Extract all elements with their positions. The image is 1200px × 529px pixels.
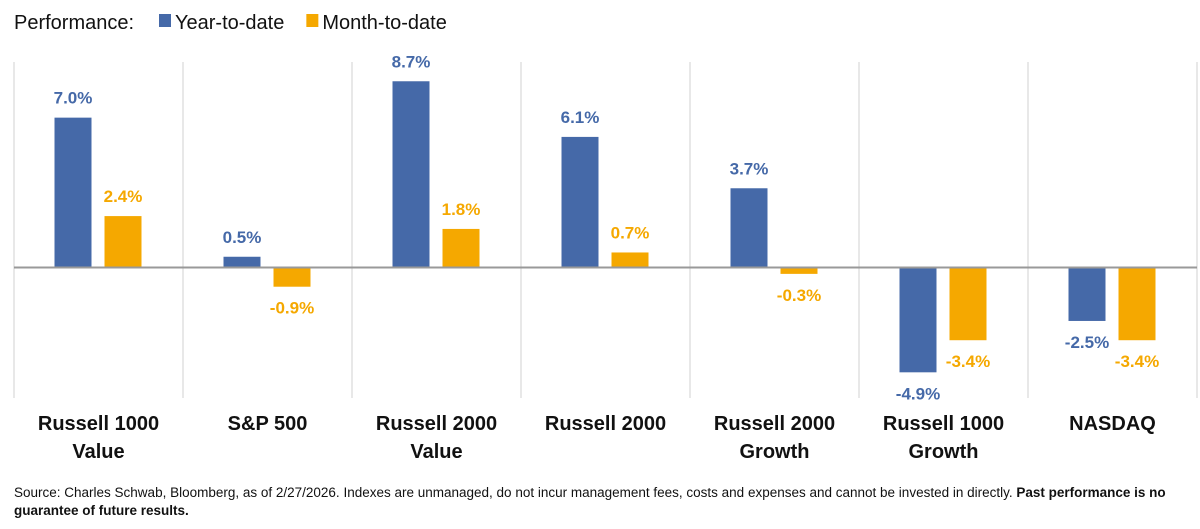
bar xyxy=(54,117,92,268)
legend-title: Performance: xyxy=(14,12,134,34)
value-label: 3.7% xyxy=(730,159,769,178)
x-tick-label: NASDAQ xyxy=(1069,413,1156,435)
x-tick-label: Russell 1000 Growth xyxy=(882,413,1005,463)
x-tick-label: Russell 2000 xyxy=(544,413,667,435)
value-label: 0.5% xyxy=(223,228,262,247)
bar xyxy=(273,267,311,287)
x-tick-label: Russell 2000 Value xyxy=(375,413,498,463)
value-label: -0.9% xyxy=(270,299,314,318)
bar xyxy=(1118,267,1156,341)
value-label: 8.7% xyxy=(392,52,431,71)
footnote-bold: Past performance is no guarantee of futu… xyxy=(14,485,1166,518)
bar xyxy=(104,216,142,268)
footnote: Source: Charles Schwab, Bloomberg, as of… xyxy=(14,484,1189,520)
value-label: 6.1% xyxy=(561,108,600,127)
bar xyxy=(899,267,937,373)
value-label: -3.4% xyxy=(1115,352,1159,371)
bar xyxy=(949,267,987,341)
value-label: -2.5% xyxy=(1065,333,1109,352)
legend-label: Month-to-date xyxy=(322,12,447,34)
value-label: -3.4% xyxy=(946,352,990,371)
value-label: -4.9% xyxy=(896,384,940,403)
footnote-text: Source: Charles Schwab, Bloomberg, as of… xyxy=(14,485,1017,500)
bar xyxy=(730,188,768,268)
legend-label: Year-to-date xyxy=(175,12,284,34)
value-label: 7.0% xyxy=(54,89,93,108)
x-tick-label: Russell 1000 Value xyxy=(37,413,160,463)
x-tick-label: Russell 2000 Growth xyxy=(713,413,836,463)
value-label: 0.7% xyxy=(611,223,650,242)
bar xyxy=(561,136,599,268)
bar xyxy=(392,81,430,268)
bar xyxy=(611,252,649,268)
value-label: 2.4% xyxy=(104,187,143,206)
legend-swatch xyxy=(306,14,319,27)
bar xyxy=(442,228,480,268)
legend-swatch xyxy=(159,14,171,27)
bar xyxy=(780,267,818,274)
value-label: 1.8% xyxy=(442,200,481,219)
x-tick-label: S&P 500 xyxy=(227,413,308,435)
bar xyxy=(1068,267,1106,321)
bar xyxy=(223,256,261,268)
value-label: -0.3% xyxy=(777,286,821,305)
